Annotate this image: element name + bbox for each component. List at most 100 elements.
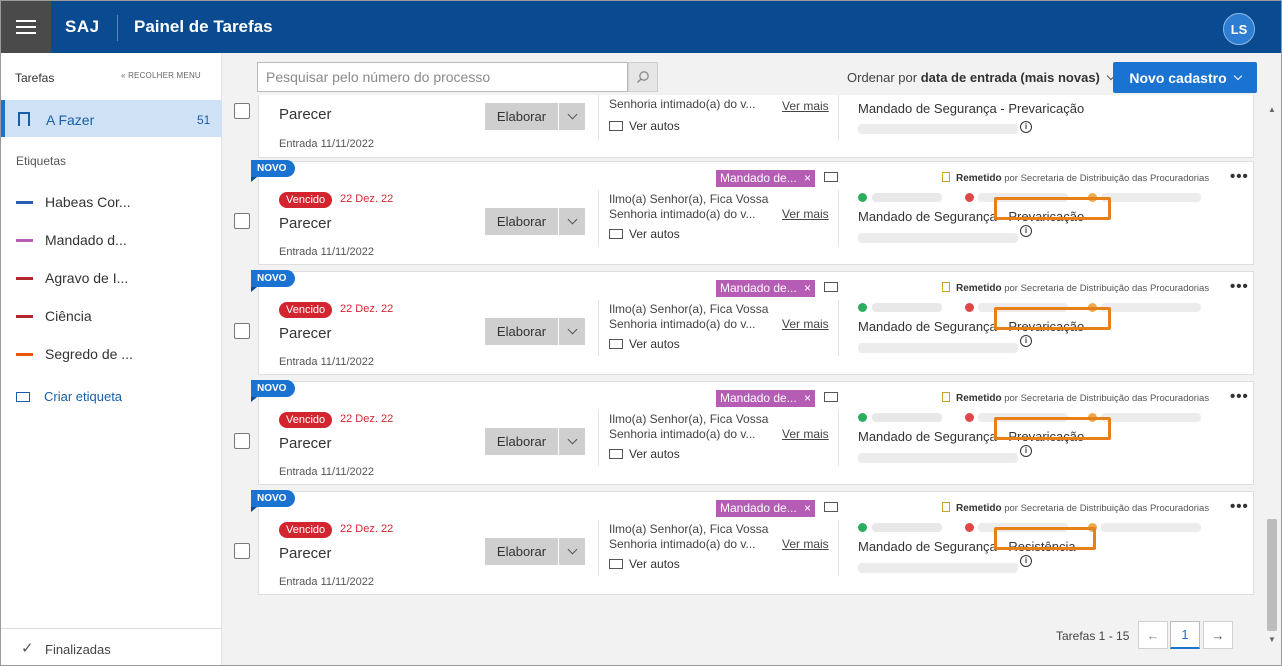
card-divider bbox=[838, 95, 839, 141]
finished-label: Finalizadas bbox=[45, 642, 111, 657]
view-records-label: Ver autos bbox=[629, 227, 680, 241]
hamburger-menu-icon[interactable] bbox=[1, 1, 51, 53]
redacted-process-number bbox=[858, 563, 1018, 573]
view-more-link[interactable]: Ver mais bbox=[782, 427, 829, 441]
task-checkbox[interactable] bbox=[234, 103, 250, 119]
elaborate-split-button[interactable]: Elaborar bbox=[485, 318, 585, 345]
task-checkbox[interactable] bbox=[234, 323, 250, 339]
remove-tag-icon[interactable]: × bbox=[803, 281, 811, 295]
view-records-link[interactable]: Ver autos bbox=[609, 119, 680, 133]
new-entry-button[interactable]: Novo cadastro bbox=[1113, 62, 1257, 93]
info-icon[interactable]: i bbox=[1020, 225, 1032, 237]
elaborate-button[interactable]: Elaborar bbox=[496, 214, 547, 229]
elaborate-button[interactable]: Elaborar bbox=[496, 324, 547, 339]
next-page-button[interactable]: → bbox=[1203, 621, 1233, 649]
remove-tag-icon[interactable]: × bbox=[803, 171, 811, 185]
remove-tag-icon[interactable]: × bbox=[803, 501, 811, 515]
plus-status-icon bbox=[858, 303, 867, 312]
user-avatar[interactable]: LS bbox=[1223, 13, 1255, 45]
folder-icon bbox=[609, 449, 623, 459]
new-badge: NOVO bbox=[251, 160, 295, 182]
view-more-link[interactable]: Ver mais bbox=[782, 99, 829, 113]
intimation-text: Senhoria intimado(a) do v... bbox=[609, 427, 756, 441]
sent-by: por Secretaria de Distribuição das Procu… bbox=[1004, 393, 1210, 404]
elaborate-button[interactable]: Elaborar bbox=[496, 434, 547, 449]
scrollbar[interactable]: ▲ ▼ bbox=[1264, 101, 1280, 649]
task-card[interactable]: Vencido 22 Dez. 22 Parecer Entrada 11/11… bbox=[258, 161, 1254, 265]
elaborate-options-button[interactable] bbox=[558, 428, 585, 455]
add-tag-icon[interactable] bbox=[824, 282, 838, 292]
elaborate-options-button[interactable] bbox=[558, 318, 585, 345]
collapse-menu-button[interactable]: « RECOLHER MENU bbox=[121, 71, 201, 80]
sidebar-item-a-fazer[interactable]: A Fazer 51 bbox=[1, 100, 222, 137]
folder-icon bbox=[609, 339, 623, 349]
more-options-icon[interactable]: ••• bbox=[1230, 278, 1249, 295]
info-icon[interactable]: i bbox=[1020, 445, 1032, 457]
task-card[interactable]: Vencido 22 Dez. 22 Parecer Entrada 11/11… bbox=[258, 271, 1254, 375]
more-options-icon[interactable]: ••• bbox=[1230, 498, 1249, 515]
elaborate-split-button[interactable]: Elaborar bbox=[485, 103, 585, 130]
task-checkbox[interactable] bbox=[234, 433, 250, 449]
case-class: Mandado de Segurança bbox=[858, 539, 997, 554]
elaborate-options-button[interactable] bbox=[558, 208, 585, 235]
add-tag-icon[interactable] bbox=[824, 172, 838, 182]
case-subject: Mandado de Segurança - Prevaricação bbox=[858, 209, 1084, 224]
task-checkbox[interactable] bbox=[234, 213, 250, 229]
elaborate-split-button[interactable]: Elaborar bbox=[485, 538, 585, 565]
search-input[interactable] bbox=[258, 63, 627, 91]
intimation-text: Senhoria intimado(a) do v... bbox=[609, 207, 756, 221]
tag-color-swatch bbox=[16, 353, 33, 356]
more-options-icon[interactable]: ••• bbox=[1230, 168, 1249, 185]
task-checkbox[interactable] bbox=[234, 543, 250, 559]
sidebar-item-finalizadas[interactable]: ✓ Finalizadas bbox=[1, 628, 222, 665]
sent-by-info: Remetido por Secretaria de Distribuição … bbox=[942, 502, 1209, 514]
view-records-link[interactable]: Ver autos bbox=[609, 227, 680, 241]
card-divider bbox=[598, 520, 599, 576]
elaborate-options-button[interactable] bbox=[558, 103, 585, 130]
view-records-link[interactable]: Ver autos bbox=[609, 447, 680, 461]
more-options-icon[interactable]: ••• bbox=[1230, 388, 1249, 405]
elaborate-button[interactable]: Elaborar bbox=[496, 544, 547, 559]
tag-chip-label: Mandado de... bbox=[720, 391, 797, 405]
task-card[interactable]: Vencido 22 Dez. 22 Parecer Entrada 11/11… bbox=[258, 491, 1254, 595]
search-button[interactable] bbox=[628, 62, 658, 92]
task-entry-date: Entrada 11/11/2022 bbox=[279, 138, 375, 150]
info-icon[interactable]: i bbox=[1020, 555, 1032, 567]
minus-status-icon bbox=[965, 523, 974, 532]
tag-chip[interactable]: Mandado de... × bbox=[716, 280, 815, 297]
scroll-down-icon[interactable]: ▼ bbox=[1268, 635, 1276, 644]
tag-chip[interactable]: Mandado de... × bbox=[716, 390, 815, 407]
tag-chip[interactable]: Mandado de... × bbox=[716, 170, 815, 187]
view-records-link[interactable]: Ver autos bbox=[609, 337, 680, 351]
tag-chip-label: Mandado de... bbox=[720, 171, 797, 185]
task-card[interactable]: Parecer Entrada 11/11/2022 Elaborar Senh… bbox=[258, 95, 1254, 158]
view-records-link[interactable]: Ver autos bbox=[609, 557, 680, 571]
elaborate-button[interactable]: Elaborar bbox=[496, 109, 547, 124]
chevron-down-icon bbox=[1233, 71, 1242, 80]
scroll-up-icon[interactable]: ▲ bbox=[1268, 105, 1276, 114]
remove-tag-icon[interactable]: × bbox=[803, 391, 811, 405]
document-icon bbox=[942, 282, 950, 292]
view-more-link[interactable]: Ver mais bbox=[782, 207, 829, 221]
add-tag-icon[interactable] bbox=[824, 392, 838, 402]
scrollbar-thumb[interactable] bbox=[1267, 519, 1277, 631]
elaborate-split-button[interactable]: Elaborar bbox=[485, 428, 585, 455]
intimation-text: Senhoria intimado(a) do v... bbox=[609, 537, 756, 551]
page-1-button[interactable]: 1 bbox=[1170, 621, 1200, 649]
sort-dropdown[interactable]: Ordenar por data de entrada (mais novas) bbox=[847, 70, 1115, 85]
brand-logo[interactable]: SAJ bbox=[65, 17, 100, 36]
view-more-link[interactable]: Ver mais bbox=[782, 537, 829, 551]
create-tag-link[interactable]: Criar etiqueta bbox=[16, 389, 122, 404]
elaborate-split-button[interactable]: Elaborar bbox=[485, 208, 585, 235]
info-icon[interactable]: i bbox=[1020, 335, 1032, 347]
view-more-link[interactable]: Ver mais bbox=[782, 317, 829, 331]
prev-page-button[interactable]: ← bbox=[1138, 621, 1168, 649]
tag-color-swatch bbox=[16, 315, 33, 318]
tag-chip[interactable]: Mandado de... × bbox=[716, 500, 815, 517]
add-tag-icon[interactable] bbox=[824, 502, 838, 512]
sort-value: data de entrada (mais novas) bbox=[920, 70, 1100, 85]
elaborate-options-button[interactable] bbox=[558, 538, 585, 565]
case-subject: Mandado de Segurança - Prevaricação bbox=[858, 101, 1085, 116]
info-icon[interactable]: i bbox=[1020, 121, 1032, 133]
task-card[interactable]: Vencido 22 Dez. 22 Parecer Entrada 11/11… bbox=[258, 381, 1254, 485]
